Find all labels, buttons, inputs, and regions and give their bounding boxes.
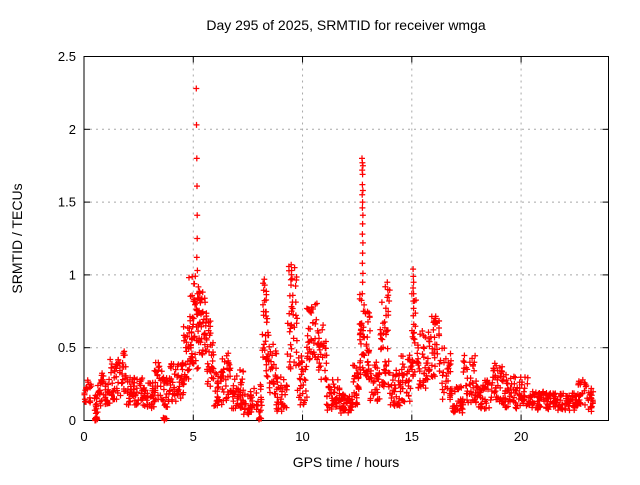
y-axis-label: SRMTID / TECUs [9, 183, 25, 293]
x-tick-label: 5 [190, 429, 197, 444]
x-tick-label: 20 [514, 429, 528, 444]
axis-ticks [83, 56, 609, 421]
x-tick-label: 15 [405, 429, 419, 444]
y-tick-label: 2 [69, 122, 76, 137]
y-tick-label: 1 [69, 267, 76, 282]
y-tick-label: 0.5 [58, 340, 76, 355]
y-tick-label: 1.5 [58, 195, 76, 210]
y-tick-label: 0 [69, 413, 76, 428]
plot-border [83, 56, 609, 421]
chart-title: Day 295 of 2025, SRMTID for receiver wmg… [206, 17, 486, 33]
x-tick-label: 10 [295, 429, 309, 444]
y-tick-label: 2.5 [58, 49, 76, 64]
x-tick-label: 0 [80, 429, 87, 444]
scatter-markers [81, 85, 597, 424]
x-axis-label: GPS time / hours [293, 454, 400, 470]
data-points [81, 85, 597, 424]
x-tick-labels: 0 5 10 15 20 [80, 429, 528, 444]
y-tick-labels: 0 0.5 1 1.5 2 2.5 [58, 49, 76, 428]
grid [84, 56, 609, 421]
